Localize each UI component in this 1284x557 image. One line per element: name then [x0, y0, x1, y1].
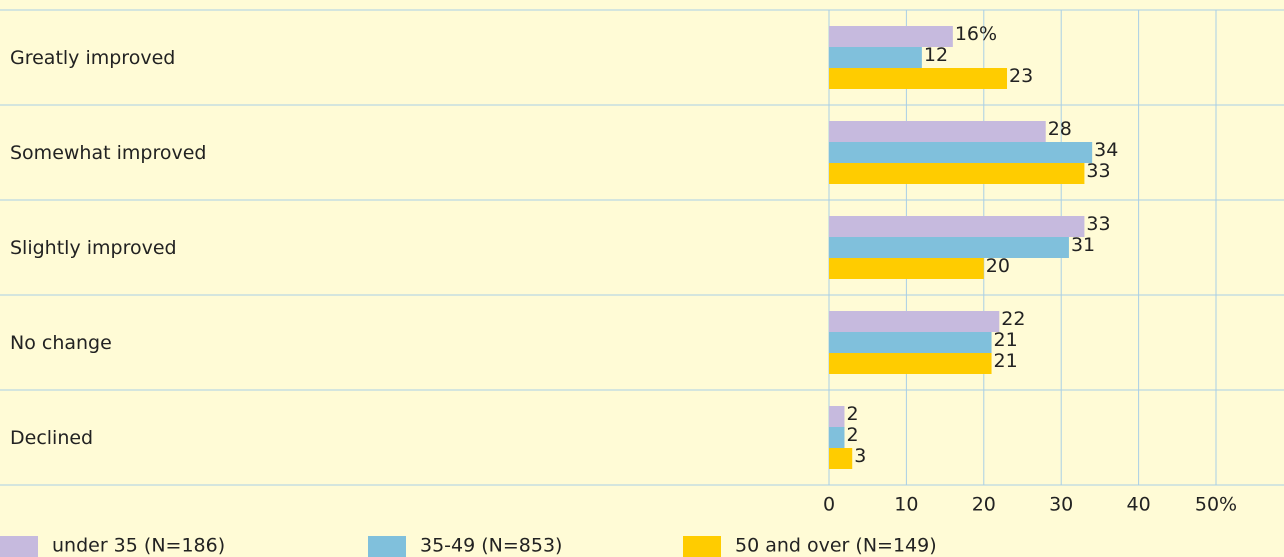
bar: [829, 448, 853, 469]
bar: [829, 427, 845, 448]
value-label: 21: [994, 329, 1018, 351]
value-label: 33: [1086, 160, 1110, 182]
value-label: 23: [1009, 65, 1033, 87]
value-label: 31: [1071, 234, 1095, 256]
x-tick-label: 40: [1127, 494, 1151, 516]
legend-swatch: [683, 536, 721, 557]
bar: [829, 216, 1085, 237]
value-label: 3: [854, 445, 866, 467]
value-label: 16%: [955, 23, 997, 45]
legend-label: under 35 (N=186): [52, 535, 225, 557]
value-label: 12: [924, 44, 948, 66]
bar: [829, 406, 845, 427]
legend-label: 35-49 (N=853): [420, 535, 562, 557]
value-label: 33: [1086, 213, 1110, 235]
value-label: 34: [1094, 139, 1118, 161]
bar: [829, 47, 922, 68]
value-label: 20: [986, 255, 1010, 277]
x-tick-label: 10: [894, 494, 918, 516]
legend-label: 50 and over (N=149): [735, 535, 937, 557]
bar: [829, 68, 1008, 89]
bar: [829, 332, 992, 353]
category-label: Slightly improved: [10, 237, 177, 259]
legend-swatch: [0, 536, 38, 557]
bar: [829, 311, 1000, 332]
x-tick-label: 20: [972, 494, 996, 516]
value-label: 2: [846, 403, 858, 425]
bar: [829, 163, 1085, 184]
value-label: 21: [994, 350, 1018, 372]
value-label: 22: [1001, 308, 1025, 330]
category-label: Declined: [10, 427, 93, 449]
category-label: Greatly improved: [10, 47, 175, 69]
x-tick-label: 50%: [1195, 494, 1237, 516]
value-label: 2: [846, 424, 858, 446]
bar: [829, 353, 992, 374]
category-label: No change: [10, 332, 112, 354]
value-label: 28: [1048, 118, 1072, 140]
category-label: Somewhat improved: [10, 142, 206, 164]
bar: [829, 142, 1093, 163]
legend-swatch: [368, 536, 406, 557]
x-tick-label: 0: [823, 494, 835, 516]
x-tick-label: 30: [1049, 494, 1073, 516]
bar: [829, 121, 1046, 142]
bar: [829, 26, 953, 47]
bar: [829, 237, 1069, 258]
bar: [829, 258, 984, 279]
